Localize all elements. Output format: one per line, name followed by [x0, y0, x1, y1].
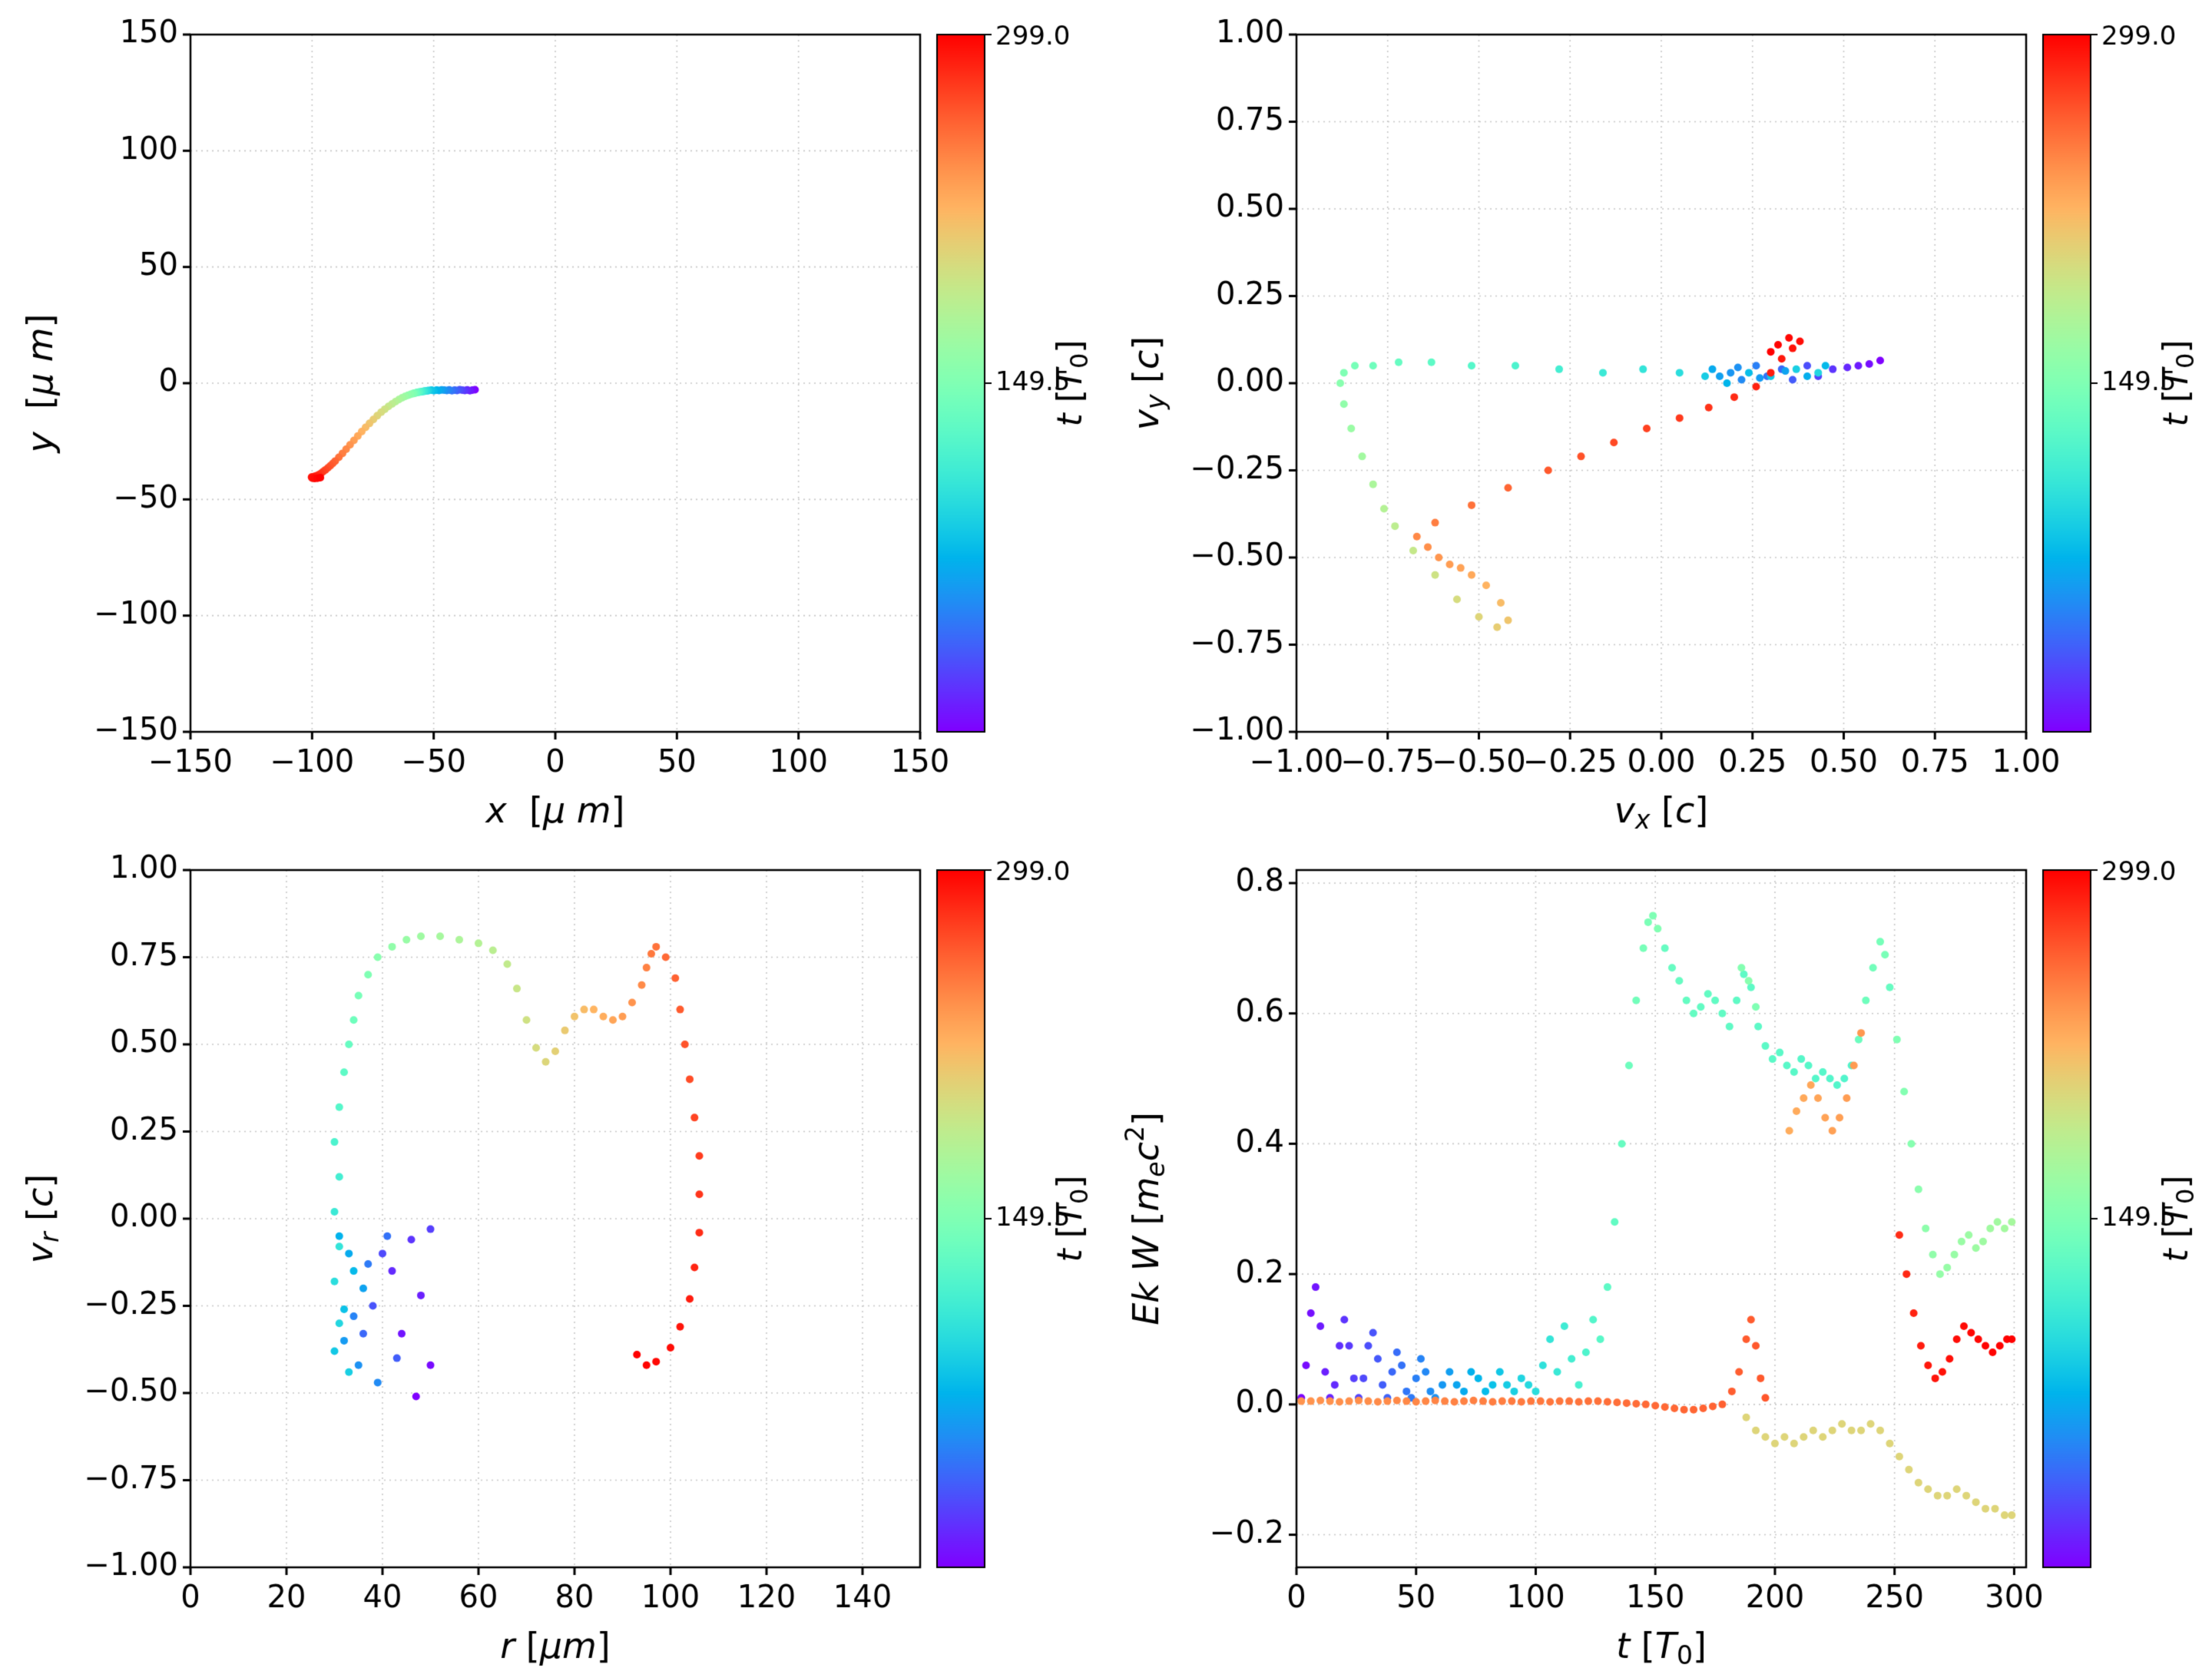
plot-r-vr-canvas	[0, 836, 1106, 1671]
plot-energy-time	[1106, 836, 2212, 1671]
plot-energy-time-canvas	[1106, 836, 2212, 1671]
plot-xy-trajectory	[0, 0, 1106, 836]
plot-vx-vy	[1106, 0, 2212, 836]
plot-r-vr	[0, 836, 1106, 1671]
plot-xy-canvas	[0, 0, 1106, 836]
plot-vx-vy-canvas	[1106, 0, 2212, 836]
